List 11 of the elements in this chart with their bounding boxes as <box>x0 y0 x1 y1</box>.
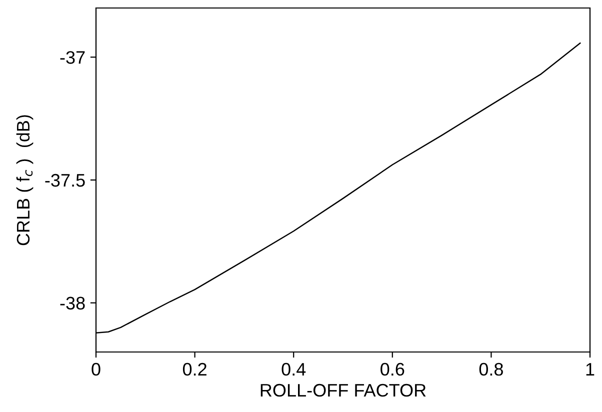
y-tick-label: -37.5 <box>45 174 85 187</box>
y-tick-label: -37 <box>60 51 85 64</box>
y-tick-label: -38 <box>60 296 85 310</box>
x-axis-title: ROLL-OFF FACTOR <box>260 384 426 397</box>
x-tick-label: 1 <box>586 363 594 376</box>
x-tick-label: 0.6 <box>380 362 404 376</box>
y-axis-title: CRLB ( f$_{c}$ ) (dB) <box>16 115 34 246</box>
x-tick-label: 0.4 <box>282 362 306 376</box>
x-tick-label: 0.2 <box>182 362 206 376</box>
x-tick-label: 0 <box>92 362 100 376</box>
x-tick-label: 0.8 <box>479 362 503 376</box>
